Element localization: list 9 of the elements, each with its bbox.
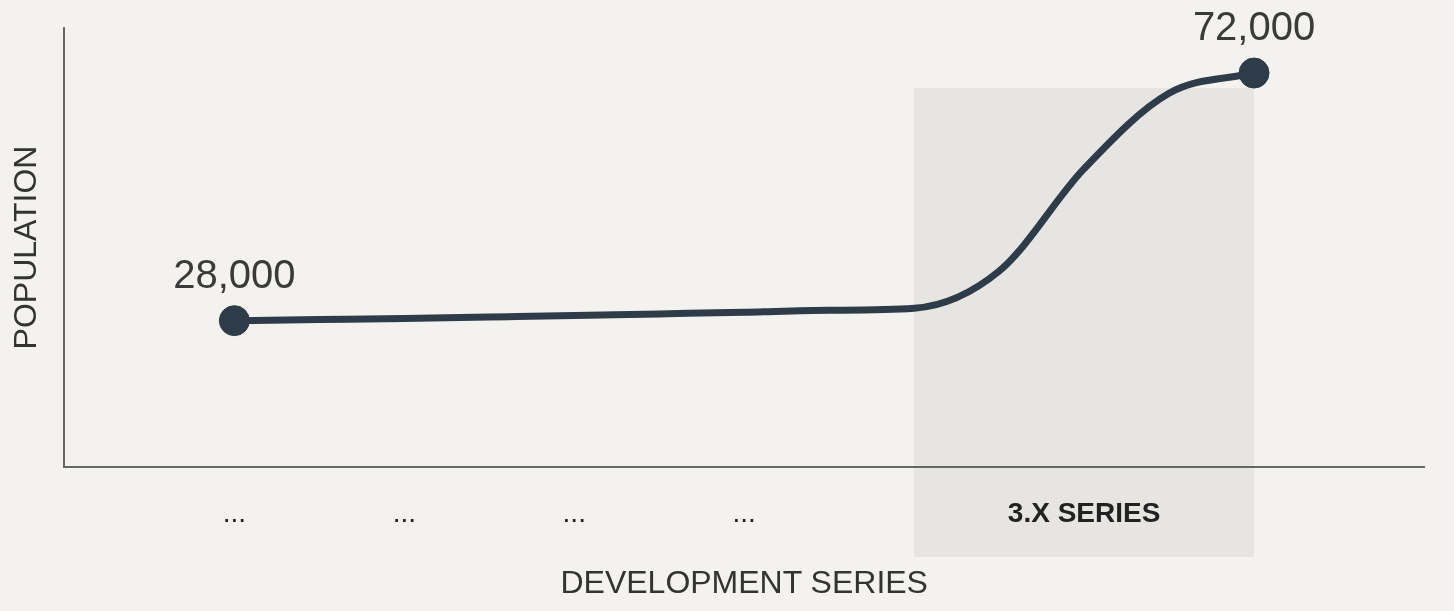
data-label: 28,000 (173, 251, 296, 296)
x-tick-label: ... (732, 496, 756, 528)
y-axis-title: POPULATION (7, 145, 44, 350)
x-tick-label: ... (562, 496, 586, 528)
x-tick-label: ... (222, 496, 247, 528)
x-tick-label: ... (392, 496, 416, 528)
x-tick-label: 3.X SERIES (1007, 496, 1161, 528)
data-label: 72,000 (1192, 4, 1316, 49)
x-axis-title: DEVELOPMENT SERIES (560, 563, 928, 600)
